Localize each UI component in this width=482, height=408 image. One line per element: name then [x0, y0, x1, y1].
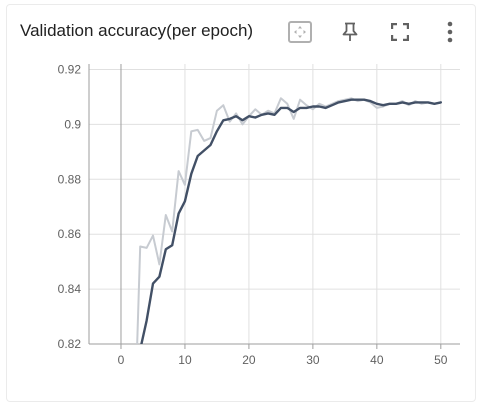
more-options-button[interactable] — [436, 18, 464, 46]
tick-labels: 0.82 0.84 0.86 0.88 0.9 0.92 0 10 20 30 40 50 — [58, 62, 448, 367]
x-tick-label: 10 — [178, 353, 192, 367]
fullscreen-button[interactable] — [386, 18, 414, 46]
y-tick-label: 0.84 — [58, 282, 82, 296]
axes — [88, 64, 460, 349]
x-tick-label: 30 — [306, 353, 320, 367]
grid — [89, 64, 460, 345]
y-tick-label: 0.92 — [58, 62, 82, 76]
chart-card — [6, 4, 476, 402]
fit-domain-icon — [288, 21, 312, 43]
raw-series-line — [136, 97, 442, 344]
smoothed-series-line — [140, 98, 442, 344]
x-tick-label: 50 — [434, 353, 448, 367]
y-tick-label: 0.9 — [64, 117, 81, 131]
fit-domain-button[interactable] — [286, 18, 314, 46]
y-tick-label: 0.86 — [58, 227, 82, 241]
x-tick-label: 0 — [118, 353, 125, 367]
fullscreen-icon — [391, 23, 409, 41]
plot-area — [136, 97, 442, 344]
pin-icon — [342, 22, 358, 41]
x-tick-label: 20 — [242, 353, 256, 367]
chart-title: Validation accuracy(per epoch) — [20, 21, 254, 40]
y-tick-label: 0.88 — [58, 172, 82, 186]
more-vert-icon — [447, 21, 453, 43]
pin-button[interactable] — [336, 18, 364, 46]
x-tick-label: 40 — [370, 353, 384, 367]
y-tick-label: 0.82 — [58, 337, 82, 351]
